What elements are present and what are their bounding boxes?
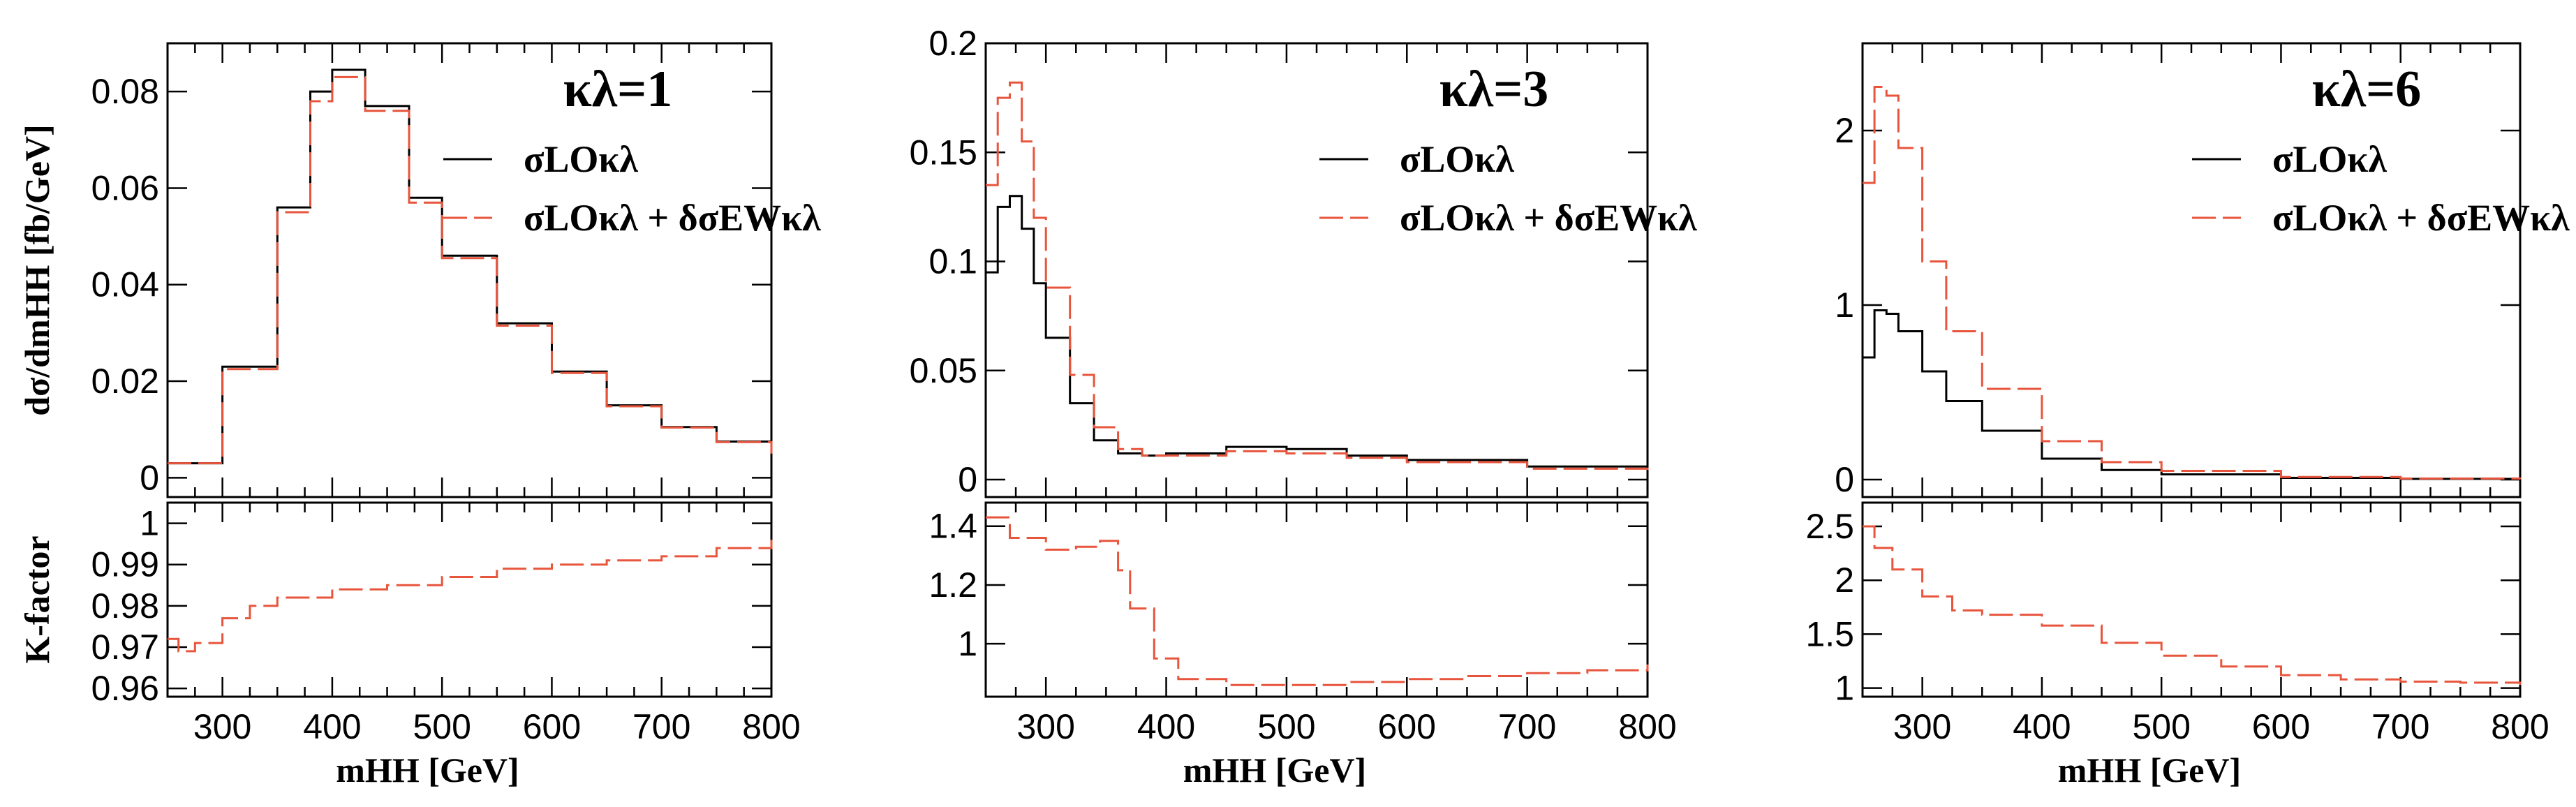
- x-tick-label: 700: [1498, 707, 1556, 746]
- series-lo-line: [986, 195, 1649, 473]
- y-tick-label: 0.2: [928, 24, 977, 63]
- y-tick-label: 0: [958, 460, 977, 499]
- ratio-y-tick-label: 2.5: [1805, 507, 1854, 546]
- y-tick-label: 0: [1835, 460, 1854, 499]
- y-tick-label: 2: [1835, 111, 1854, 150]
- ratio-y-tick-label: 1.5: [1805, 614, 1854, 653]
- ratio-y-tick-label: 0.99: [91, 545, 159, 584]
- ratio-y-tick-label: 1: [958, 624, 977, 663]
- main-frame: [1861, 42, 2522, 498]
- x-tick-label: 600: [2252, 707, 2310, 746]
- kfactor-line: [1863, 525, 2522, 685]
- ratio-frame: [984, 501, 1649, 698]
- ratio-y-tick-label: 2: [1835, 561, 1854, 600]
- y-axis-title: dσ/dmHH [fb/GeV]: [17, 124, 57, 415]
- legend-label-ew: σLOκλ + δσEWκλ: [2272, 197, 2570, 239]
- ratio-y-tick-label: 1: [140, 504, 159, 543]
- series-lo-ew-line: [168, 75, 773, 465]
- ratio-frame: [166, 501, 773, 698]
- ratio-y-tick-label: 1.2: [928, 565, 977, 605]
- x-tick-label: 600: [523, 707, 581, 746]
- x-tick-label: 500: [2132, 707, 2190, 746]
- panel-2: 300 400 500 600 700 800 0 0.05 0.1 0.15 0.2 1 1.2 1.4…: [910, 24, 1697, 790]
- ratio-y-tick-label: 0.96: [91, 669, 159, 708]
- series-lo-ew-line: [1863, 86, 2522, 480]
- x-tick-label: 800: [1618, 707, 1676, 746]
- y-tick-label: 0.04: [91, 265, 159, 304]
- panel-title: κλ=3: [1439, 61, 1549, 118]
- series-lo-line: [168, 68, 773, 465]
- ratio-frame: [1861, 501, 2522, 698]
- y-tick-label: 0.08: [91, 72, 159, 111]
- ratio-y-tick-label: 0.98: [91, 586, 159, 625]
- x-axis-title: mHH [GeV]: [1183, 750, 1366, 790]
- ratio-y-tick-label: 0.97: [91, 628, 159, 667]
- panel-title: κλ=1: [563, 61, 673, 118]
- panel-title: κλ=6: [2312, 61, 2422, 118]
- x-axis-title: mHH [GeV]: [2058, 750, 2241, 790]
- y-tick-label: 0.06: [91, 168, 159, 207]
- y-tick-label: 0.05: [910, 351, 977, 390]
- kfactor-line: [168, 540, 773, 653]
- kfactor-line: [986, 516, 1649, 686]
- x-tick-label: 500: [1257, 707, 1315, 746]
- x-tick-label: 300: [193, 707, 251, 746]
- x-tick-label: 300: [1893, 707, 1951, 746]
- y-tick-label: 0.15: [910, 133, 977, 172]
- legend-label-lo: σLOκλ: [2272, 138, 2387, 180]
- y-tick-label: 1: [1835, 286, 1854, 325]
- x-tick-label: 800: [742, 707, 800, 746]
- y-tick-label: 0: [140, 458, 159, 497]
- legend-label-ew: σLOκλ + δσEWκλ: [524, 197, 821, 239]
- ratio-y-axis-title: K-factor: [17, 535, 57, 663]
- main-frame: [166, 42, 773, 498]
- x-tick-label: 600: [1378, 707, 1436, 746]
- x-tick-label: 400: [1137, 707, 1195, 746]
- x-axis-title: mHH [GeV]: [336, 750, 519, 790]
- series-lo-line: [1863, 309, 2522, 480]
- panel-3: 300 400 500 600 700 800 0 1 2 1 1.5 2 2.5 κλ=6 σLOκλ σL…: [1805, 42, 2570, 790]
- legend-label-lo: σLOκλ: [524, 138, 638, 180]
- ratio-y-tick-label: 1: [1835, 669, 1854, 708]
- x-tick-label: 700: [2371, 707, 2429, 746]
- x-tick-label: 500: [413, 707, 471, 746]
- y-tick-label: 0.02: [91, 362, 159, 401]
- panel-1: 300 400 500 600 700 80000.020.040.060.080.960…: [17, 42, 821, 790]
- x-tick-label: 400: [303, 707, 361, 746]
- series-lo-ew-line: [986, 81, 1649, 473]
- x-tick-label: 800: [2491, 707, 2549, 746]
- x-tick-label: 700: [632, 707, 690, 746]
- y-tick-label: 0.1: [928, 242, 977, 281]
- x-tick-label: 300: [1016, 707, 1074, 746]
- legend-label-ew: σLOκλ + δσEWκλ: [1400, 197, 1697, 239]
- x-tick-label: 400: [2013, 707, 2071, 746]
- ratio-y-tick-label: 1.4: [928, 507, 977, 546]
- legend-label-lo: σLOκλ: [1400, 138, 1514, 180]
